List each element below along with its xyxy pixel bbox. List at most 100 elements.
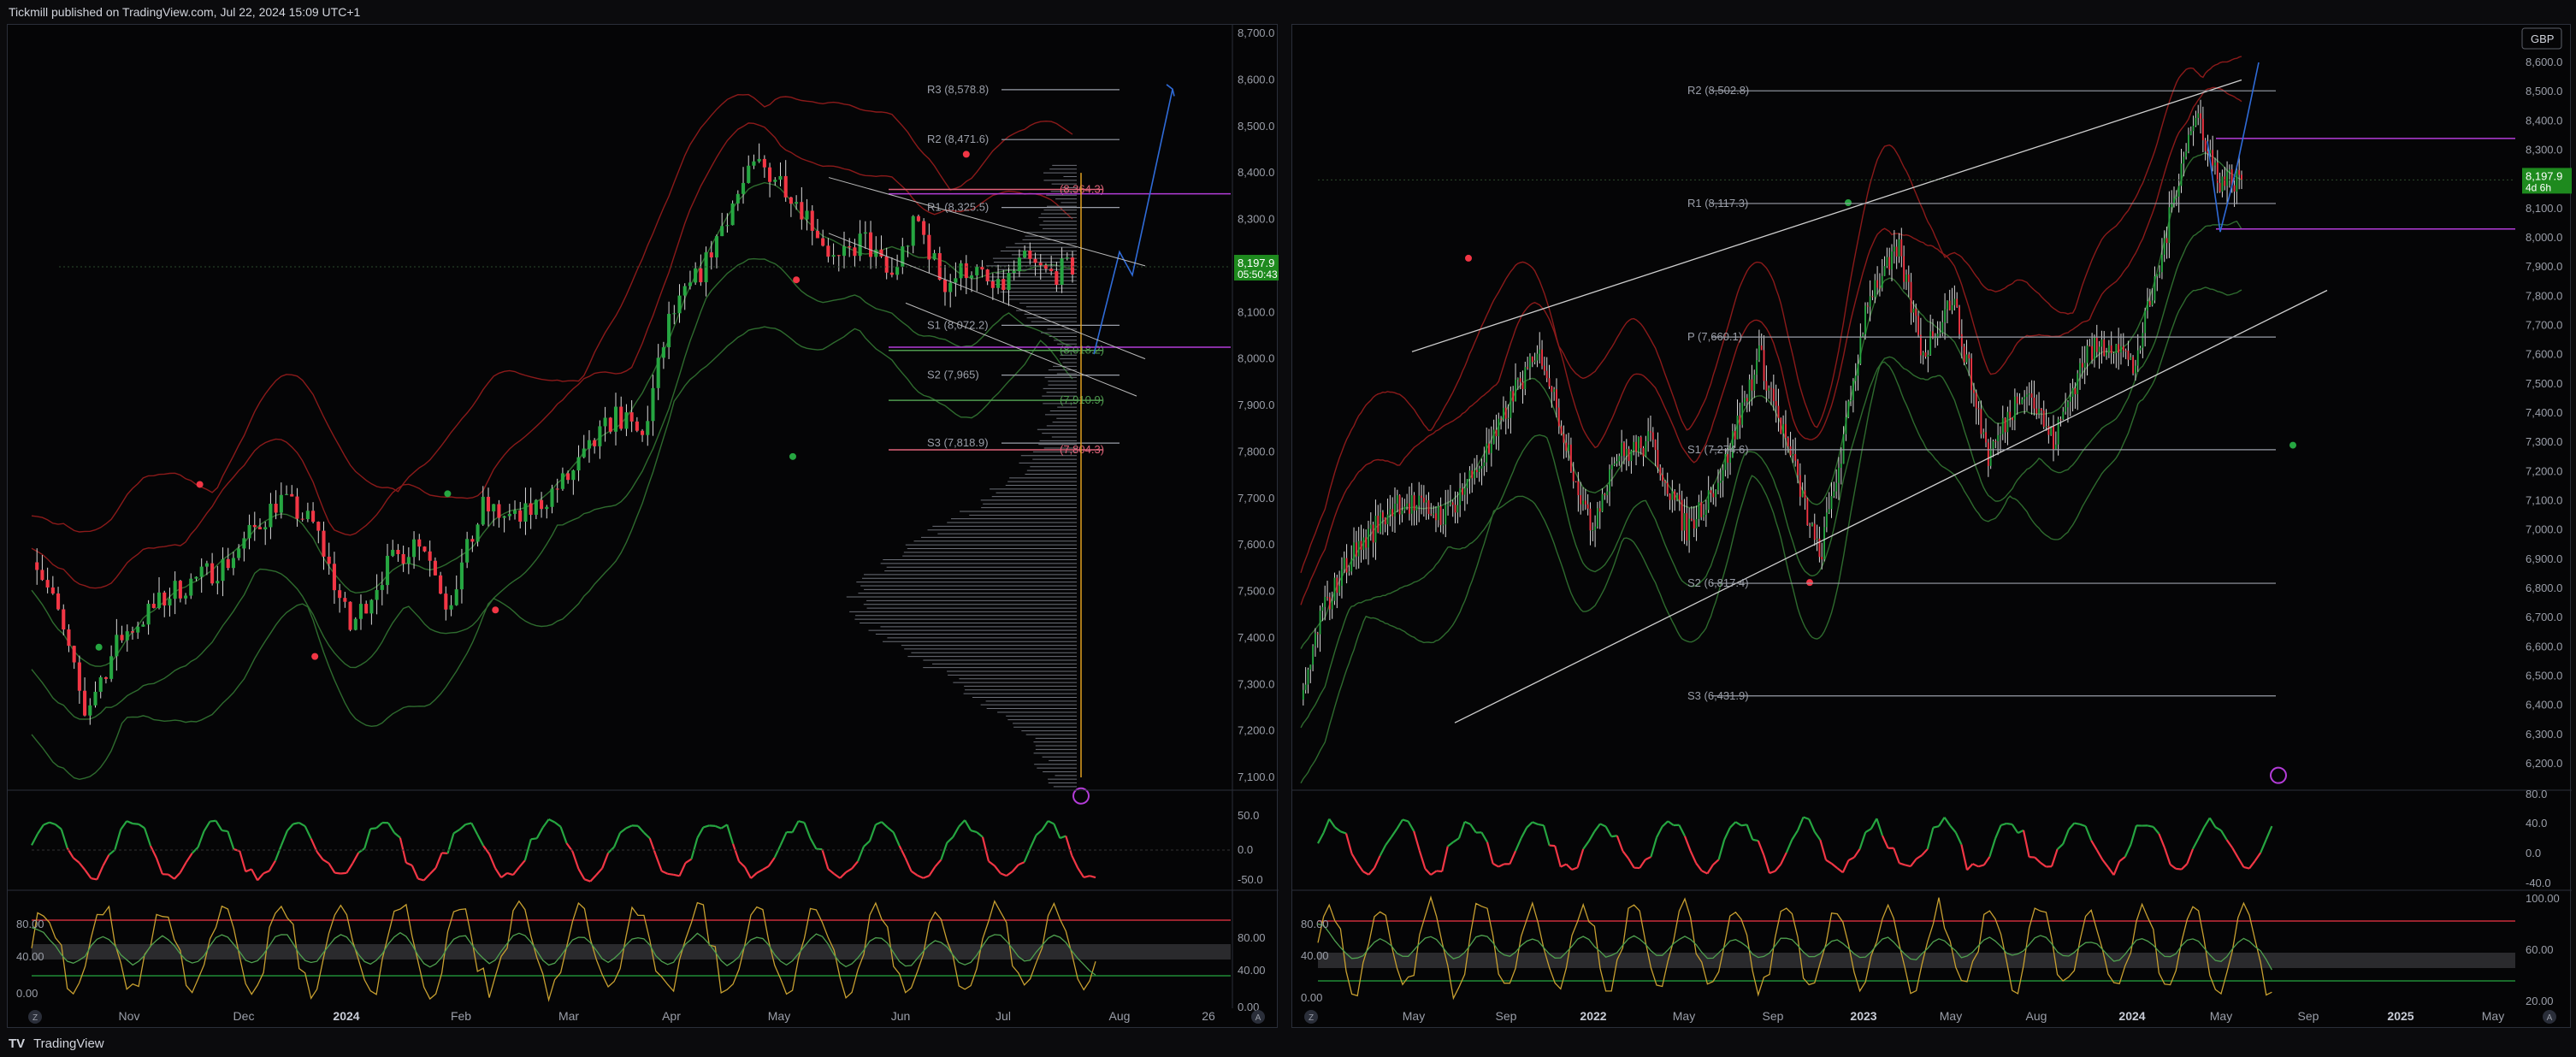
candle-body xyxy=(566,473,570,481)
candle-body xyxy=(730,203,735,226)
candle-body xyxy=(1386,514,1389,525)
candle-body xyxy=(1403,506,1406,511)
time-axis[interactable]: May Sep 2022 May Sep 2023 May Aug 2024 May Sep 2025… xyxy=(1304,1009,2556,1024)
momentum-line xyxy=(762,865,770,871)
candle-body xyxy=(439,575,443,594)
price-axis-label: 6,800.0 xyxy=(2526,582,2562,594)
brand-name[interactable]: TradingView xyxy=(33,1036,104,1051)
candle-body xyxy=(252,524,257,528)
svg-text:Z: Z xyxy=(32,1013,38,1023)
candle-body xyxy=(406,557,411,564)
candle-body xyxy=(1835,482,1838,492)
candle-body xyxy=(2139,347,2142,351)
time-axis-label: May xyxy=(1940,1009,1962,1023)
momentum-line xyxy=(2248,860,2256,870)
candle-body xyxy=(1338,586,1341,593)
candle-body xyxy=(2033,397,2035,409)
candle-body xyxy=(1818,538,1821,558)
momentum-line xyxy=(357,847,365,853)
momentum-line xyxy=(363,828,372,849)
candle-body xyxy=(199,566,204,577)
candle-body xyxy=(1435,513,1437,521)
time-axis-label: 2022 xyxy=(1580,1009,1606,1023)
candle-body xyxy=(1919,334,1922,356)
candle-body xyxy=(358,604,363,619)
price-axis-label: 7,300.0 xyxy=(2526,435,2562,448)
candle-body xyxy=(2040,408,2042,411)
momentum-line xyxy=(375,822,383,830)
tradingview-logo-icon[interactable]: TV xyxy=(9,1036,26,1051)
momentum-line xyxy=(168,873,175,880)
momentum-line xyxy=(210,819,216,823)
candle-body xyxy=(2130,357,2132,360)
candle-body xyxy=(1640,437,1642,448)
momentum-line xyxy=(43,821,50,826)
candle-body xyxy=(1765,381,1768,391)
candle-body xyxy=(2094,337,2095,360)
candle-body xyxy=(257,527,263,529)
candle-body xyxy=(1557,407,1560,427)
momentum-line xyxy=(2203,817,2211,828)
momentum-line xyxy=(1385,836,1392,846)
momentum-line xyxy=(798,820,805,824)
candle-body xyxy=(2077,373,2079,394)
momentum-line xyxy=(1565,863,1573,871)
candle-body xyxy=(1898,239,1900,257)
candle-body xyxy=(1922,352,1924,356)
price-axis[interactable]: 8,700.08,600.08,500.08,400.08,300.08,200… xyxy=(1232,25,1291,1008)
candle-body xyxy=(1357,540,1360,557)
left-chart-panel[interactable]: R3 (8,578.8) R2 (8,471.6) R1 (8,325.5) S1 (… xyxy=(7,24,1291,1029)
candle-body xyxy=(2134,365,2136,374)
candle-body xyxy=(1592,529,1594,531)
candle-body xyxy=(2201,118,2204,140)
candle-body xyxy=(231,558,235,569)
candle-body xyxy=(1736,415,1739,440)
footer-bar: TV TradingView xyxy=(0,1031,2576,1057)
right-chart-svg[interactable]: R2 (8,502.8) R1 (8,117.3) P (7,660.1) S1 (7… xyxy=(1292,25,2573,1029)
candle-body xyxy=(1430,514,1433,516)
price-axis-label: 7,200.0 xyxy=(1238,724,1274,737)
candle-body xyxy=(1647,431,1650,441)
time-axis-label: 2023 xyxy=(1850,1009,1876,1023)
momentum-line xyxy=(191,846,199,854)
time-axis[interactable]: Nov Dec 2024 Feb Mar Apr May Jun Jul Aug 26 Z A xyxy=(28,1009,1265,1024)
candle-body xyxy=(2228,169,2230,172)
candle-body xyxy=(2028,393,2030,395)
candle-body xyxy=(661,347,665,358)
candle-body xyxy=(1449,502,1451,505)
candle-body xyxy=(2086,345,2089,363)
price-axis[interactable]: 8,600.08,500.08,400.08,300.08,200.08,100… xyxy=(2521,27,2573,770)
price-axis-label: 7,000.0 xyxy=(2526,523,2562,536)
candle-body xyxy=(1331,600,1333,610)
left-chart-svg[interactable]: R3 (8,578.8) R2 (8,471.6) R1 (8,325.5) S1 (… xyxy=(8,25,1291,1029)
candle-body xyxy=(762,158,766,168)
candle-body xyxy=(173,581,177,599)
candle-body xyxy=(1797,460,1799,475)
candle-body xyxy=(2001,417,2004,434)
candle-body xyxy=(1507,417,1510,419)
momentum-line xyxy=(2260,839,2267,853)
pivot-label: S1 (7,274.6) xyxy=(1687,443,1749,456)
candle-body xyxy=(593,440,597,446)
momentum-line xyxy=(958,819,966,828)
band-line xyxy=(31,257,1073,720)
momentum-line xyxy=(2214,826,2222,832)
candle-body xyxy=(295,496,299,519)
momentum-line xyxy=(1723,827,1731,841)
momentum-line xyxy=(703,824,710,829)
candle-body xyxy=(284,493,289,495)
candle-body xyxy=(1459,487,1462,505)
momentum-line xyxy=(280,830,288,846)
candle-body xyxy=(906,245,910,247)
momentum-line xyxy=(1593,823,1601,832)
momentum-line xyxy=(726,824,735,845)
candle-body xyxy=(396,549,400,554)
candle-body xyxy=(279,494,283,513)
candle-body xyxy=(2042,410,2045,428)
candle-body xyxy=(1842,434,1845,464)
time-axis-label: Sep xyxy=(2298,1009,2319,1023)
right-chart-panel[interactable]: R2 (8,502.8) R1 (8,117.3) P (7,660.1) S1 (7… xyxy=(1291,24,2573,1029)
candle-body xyxy=(1055,271,1059,286)
candle-body xyxy=(985,269,990,281)
momentum-line xyxy=(1549,844,1556,847)
